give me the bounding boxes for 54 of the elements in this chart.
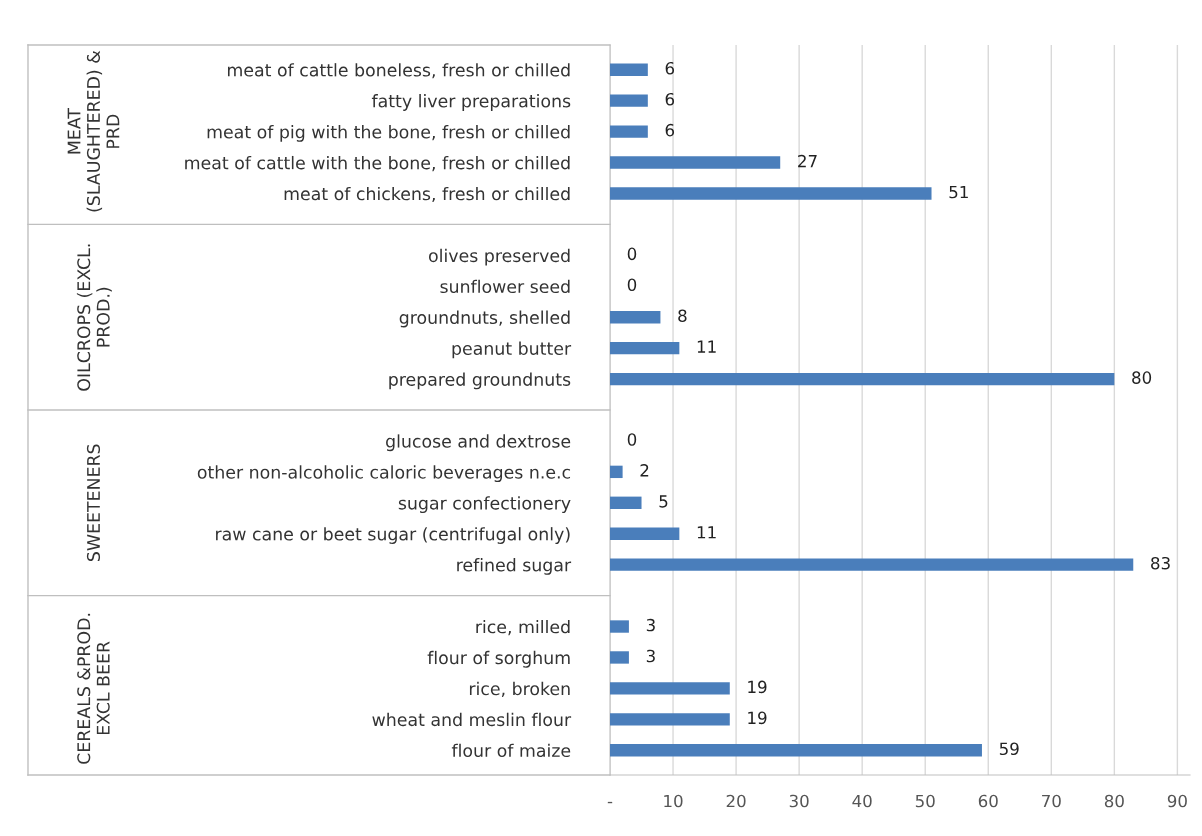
data-label: 5 xyxy=(659,495,668,508)
y-tick-label: glucose and dextrose xyxy=(386,434,571,452)
x-tick-label: 60 xyxy=(978,794,998,808)
data-label: 8 xyxy=(678,309,687,323)
data-label: 6 xyxy=(665,92,675,106)
x-tick-label: - xyxy=(607,801,613,804)
data-label: 6 xyxy=(665,123,675,137)
y-tick-label: rice, broken xyxy=(469,681,570,697)
text: OILCROPS (EXCL. PROD.) xyxy=(76,244,112,391)
data-label: 6 xyxy=(665,61,675,75)
y-tick-label: sugar confectionery xyxy=(398,496,571,513)
y-tick-label: meat of pig with the bone, fresh or chilled xyxy=(207,125,570,142)
y-tick-label: flour of sorghum xyxy=(427,650,570,668)
x-tick-label: 40 xyxy=(852,794,872,808)
y-tick-label: peanut butter xyxy=(452,341,572,359)
y-tick-label: other non-alcoholic caloric beverages n.e.c xyxy=(197,465,571,483)
x-tick-label: 50 xyxy=(915,794,935,808)
y-tick-label: refined sugar xyxy=(457,558,572,575)
text: MEAT (SLAUGHTERED) & PRD xyxy=(67,50,120,212)
data-label: 11 xyxy=(697,526,716,539)
x-tick-label: 20 xyxy=(726,794,746,808)
data-label: 51 xyxy=(949,185,968,199)
x-tick-label: 30 xyxy=(789,794,809,808)
y-tick-label: sunflower seed xyxy=(440,279,570,294)
data-label: 0 xyxy=(627,247,637,261)
data-label: 11 xyxy=(697,340,716,353)
y-tick-label: prepared groundnuts xyxy=(389,372,571,390)
data-label: 0 xyxy=(627,433,637,446)
y-tick-label: olives preserved xyxy=(428,248,570,266)
data-label: 19 xyxy=(748,680,767,694)
data-label: 0 xyxy=(627,278,637,292)
x-tick-label: 10 xyxy=(664,794,683,808)
x-tick-label: 80 xyxy=(1104,794,1124,808)
y-tick-label: meat of cattle with the bone, fresh or chilled xyxy=(185,155,570,172)
data-label: 3 xyxy=(646,618,655,632)
data-label: 83 xyxy=(1151,556,1170,570)
y-tick-label: meat of chickens, fresh or chilled xyxy=(284,186,570,203)
y-tick-label: flour of maize xyxy=(451,743,571,758)
data-label: 27 xyxy=(798,154,817,168)
y-tick-label: groundnuts, shelled xyxy=(399,310,570,328)
text: CEREALS &PROD. EXCL BEER xyxy=(77,613,110,764)
data-label: 3 xyxy=(646,649,655,663)
data-label: 80 xyxy=(1132,371,1152,384)
x-tick-label: 90 xyxy=(1167,794,1187,808)
y-tick-label: wheat and meslin flour xyxy=(372,712,572,727)
data-label: 19 xyxy=(748,711,767,725)
x-tick-label: 70 xyxy=(1042,794,1061,808)
y-tick-label: rice, milled xyxy=(476,619,570,636)
data-label: 2 xyxy=(640,464,649,477)
y-tick-label: meat of cattle boneless, fresh or chilled xyxy=(228,63,570,79)
text: SWEETENERS xyxy=(86,444,101,562)
y-tick-label: raw cane or beet sugar (centrifugal only) xyxy=(216,527,570,544)
data-label: 59 xyxy=(999,742,1019,756)
y-tick-label: fatty liver preparations xyxy=(371,94,571,111)
